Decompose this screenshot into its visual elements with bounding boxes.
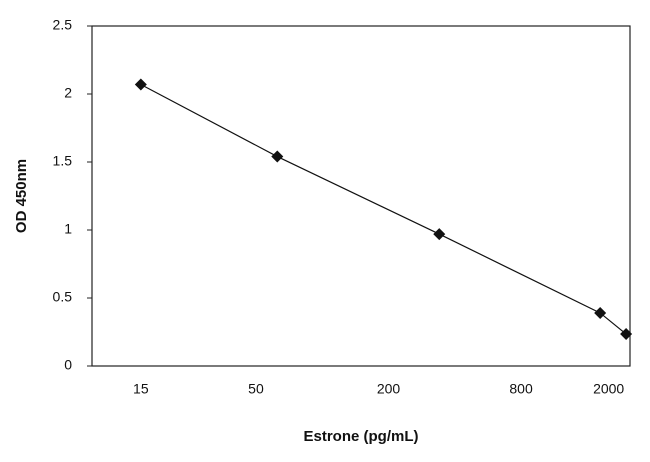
x-tick-label: 2000 xyxy=(593,381,624,397)
data-point xyxy=(134,78,147,91)
x-axis-title: Estrone (pg/mL) xyxy=(304,428,419,445)
y-tick-label: 0.5 xyxy=(53,289,73,305)
y-axis-title: OD 450nm xyxy=(13,159,30,233)
data-point xyxy=(271,150,284,163)
y-tick-label: 1.5 xyxy=(53,153,73,169)
y-tick-label: 2.5 xyxy=(53,17,73,33)
data-line xyxy=(140,83,627,335)
data-point xyxy=(433,228,446,241)
y-tick-label: 0 xyxy=(64,357,72,373)
data-point xyxy=(620,328,633,341)
y-tick-label: 2 xyxy=(64,85,72,101)
data-point xyxy=(594,306,607,319)
x-tick-label: 50 xyxy=(248,381,264,397)
x-tick-label: 15 xyxy=(133,381,149,397)
x-tick-label: 200 xyxy=(377,381,401,397)
plot-area xyxy=(91,25,631,367)
x-tick-label: 800 xyxy=(509,381,533,397)
y-tick-label: 1 xyxy=(64,221,72,237)
